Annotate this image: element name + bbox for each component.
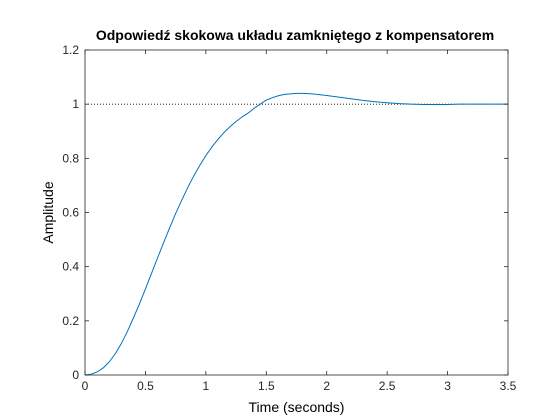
x-tick-label: 2.5: [379, 379, 396, 393]
x-tick-label: 1: [203, 379, 210, 393]
x-tick-label: 1.5: [258, 379, 275, 393]
y-tick-label: 0.4: [62, 260, 79, 274]
series-layer: [84, 92, 508, 376]
y-tick-label: 1: [72, 97, 79, 111]
x-tick-label: 3.5: [500, 379, 517, 393]
y-axis-label: Amplitude: [40, 181, 56, 243]
y-tick-label: 0.2: [62, 314, 79, 328]
chart-title: Odpowiedź skokowa układu zamkniętego z k…: [96, 27, 494, 43]
plot-area: [85, 50, 508, 375]
x-axis-ticks: 0 0.5 1 1.5 2 2.5 3 3.5: [82, 50, 517, 393]
x-tick-label: 0: [82, 379, 89, 393]
y-axis-ticks: 0 0.2 0.4 0.6 0.8 1 1.2: [62, 43, 508, 382]
x-tick-label: 2: [323, 379, 330, 393]
y-tick-label: 1.2: [62, 43, 79, 57]
x-axis-label: Time (seconds): [249, 399, 345, 415]
series-line-0: [84, 92, 508, 376]
x-tick-label: 0.5: [137, 379, 154, 393]
y-tick-label: 0.6: [62, 206, 79, 220]
x-tick-label: 3: [444, 379, 451, 393]
y-tick-label: 0.8: [62, 151, 79, 165]
y-tick-label: 0: [72, 368, 79, 382]
